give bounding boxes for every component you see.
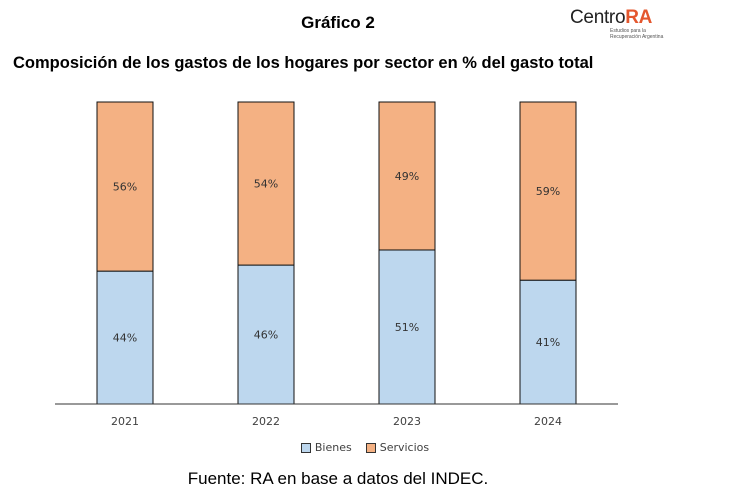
data-label-bienes-2021: 44% xyxy=(113,332,137,345)
legend-item-servicios: Servicios xyxy=(365,441,430,454)
bar-bienes-2024 xyxy=(519,279,577,405)
chart-legend: Bienes Servicios xyxy=(0,441,730,454)
chart-heading: Gráfico 2 xyxy=(301,13,375,32)
source-note: Fuente: RA en base a datos del INDEC. xyxy=(187,469,489,488)
bar-servicios-2022 xyxy=(237,101,295,266)
data-label-servicios-2022: 54% xyxy=(254,178,278,191)
logo-brand-accent: RA xyxy=(625,7,653,28)
data-label-servicios-2021: 56% xyxy=(113,181,137,194)
centro-ra-logo: CentroRA Estudios para la Recuperación A… xyxy=(570,8,685,44)
bar-servicios-2024 xyxy=(519,101,577,281)
data-label-bienes-2023: 51% xyxy=(395,321,419,334)
x-tick-label-2024: 2024 xyxy=(534,415,562,428)
bar-servicios-2021 xyxy=(96,101,154,272)
x-tick-label-2022: 2022 xyxy=(252,415,280,428)
legend-swatch-servicios xyxy=(365,442,376,453)
logo-brand-text: Centro xyxy=(570,7,626,28)
data-label-servicios-2024: 59% xyxy=(536,185,560,198)
x-tick-label-2023: 2023 xyxy=(393,415,421,428)
data-label-bienes-2022: 46% xyxy=(254,329,278,342)
legend-label-bienes: Bienes xyxy=(314,441,352,454)
data-label-bienes-2024: 41% xyxy=(536,336,560,349)
logo-tagline-2: Recuperación Argentina xyxy=(610,34,664,40)
x-tick-label-2021: 2021 xyxy=(111,415,139,428)
legend-swatch-bienes xyxy=(300,442,311,453)
chart-title: Composición de los gastos de los hogares… xyxy=(13,54,594,72)
data-label-servicios-2023: 49% xyxy=(395,170,419,183)
logo-tagline-1: Estudios para la xyxy=(610,28,646,34)
bar-servicios-2023 xyxy=(378,101,436,251)
legend-item-bienes: Bienes xyxy=(300,441,352,454)
legend-label-servicios: Servicios xyxy=(379,441,430,454)
